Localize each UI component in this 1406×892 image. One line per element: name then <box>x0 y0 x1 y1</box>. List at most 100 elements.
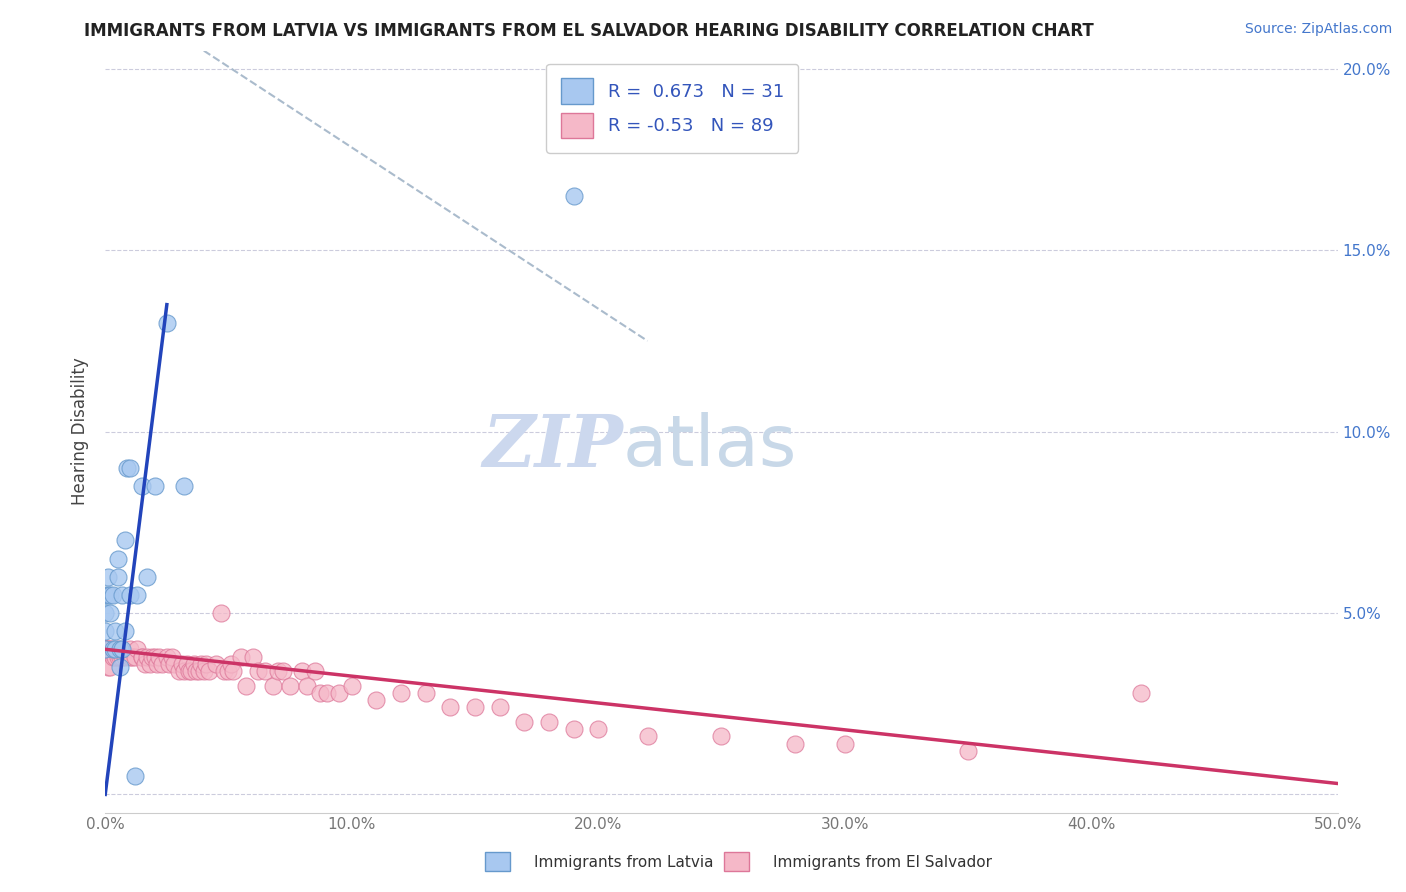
Point <box>104 624 127 639</box>
Point <box>94 642 117 657</box>
Point <box>219 657 242 671</box>
Point <box>183 657 205 671</box>
Text: Source: ZipAtlas.com: Source: ZipAtlas.com <box>1244 22 1392 37</box>
Point <box>291 664 314 678</box>
Point <box>117 461 139 475</box>
Point <box>222 664 245 678</box>
Point <box>163 657 186 671</box>
Text: atlas: atlas <box>623 412 797 482</box>
Point <box>111 642 134 657</box>
Point <box>156 316 179 330</box>
Point <box>157 657 180 671</box>
Point <box>111 649 134 664</box>
Point <box>562 722 585 736</box>
Point <box>956 744 979 758</box>
Point <box>94 642 117 657</box>
Point <box>562 189 585 203</box>
Point <box>389 686 412 700</box>
Point <box>108 642 131 657</box>
Point <box>104 642 127 657</box>
Point <box>366 693 388 707</box>
Point <box>138 657 160 671</box>
Point <box>195 657 218 671</box>
Point <box>114 624 136 639</box>
Point <box>97 660 120 674</box>
Point <box>131 479 153 493</box>
Point <box>205 657 228 671</box>
Point <box>235 679 257 693</box>
Point <box>98 660 121 674</box>
Point <box>212 664 235 678</box>
Point <box>98 642 121 657</box>
Point <box>513 714 536 729</box>
Point <box>143 649 166 664</box>
Point <box>107 570 129 584</box>
Point <box>101 642 124 657</box>
Point <box>94 642 117 657</box>
Point <box>537 714 560 729</box>
Point <box>176 657 198 671</box>
Point <box>118 588 141 602</box>
Point <box>97 570 120 584</box>
Point <box>439 700 461 714</box>
Point <box>278 679 301 693</box>
Point <box>98 606 121 620</box>
Point <box>118 642 141 657</box>
Y-axis label: Hearing Disability: Hearing Disability <box>72 358 89 506</box>
Point <box>108 649 131 664</box>
Point <box>187 664 209 678</box>
Point <box>118 461 141 475</box>
Point <box>114 533 136 548</box>
Point <box>785 737 807 751</box>
Point <box>1129 686 1152 700</box>
Point <box>242 649 264 664</box>
Point <box>143 479 166 493</box>
Point <box>193 664 215 678</box>
Point <box>308 686 330 700</box>
Point <box>464 700 486 714</box>
Point <box>114 649 136 664</box>
Point <box>107 551 129 566</box>
Point <box>180 664 202 678</box>
Text: Immigrants from El Salvador: Immigrants from El Salvador <box>773 855 993 870</box>
Point <box>415 686 437 700</box>
Point <box>94 606 117 620</box>
Point <box>136 570 159 584</box>
Point <box>94 642 117 657</box>
Point <box>124 649 146 664</box>
Point <box>190 657 212 671</box>
Point <box>197 664 219 678</box>
Text: Immigrants from Latvia: Immigrants from Latvia <box>534 855 714 870</box>
Point <box>637 730 659 744</box>
Text: IMMIGRANTS FROM LATVIA VS IMMIGRANTS FROM EL SALVADOR HEARING DISABILITY CORRELA: IMMIGRANTS FROM LATVIA VS IMMIGRANTS FRO… <box>84 22 1094 40</box>
Point <box>108 660 131 674</box>
Point <box>127 642 149 657</box>
Point <box>107 642 129 657</box>
Point <box>177 664 200 678</box>
Point <box>101 649 124 664</box>
Point <box>94 642 117 657</box>
Point <box>262 679 284 693</box>
Point <box>94 588 117 602</box>
Point <box>586 722 609 736</box>
Point <box>111 588 134 602</box>
Point <box>97 588 120 602</box>
Point <box>134 657 156 671</box>
Point <box>229 649 252 664</box>
Point <box>340 679 363 693</box>
Point <box>150 657 173 671</box>
Point <box>121 649 143 664</box>
Point <box>131 649 153 664</box>
Point <box>141 649 163 664</box>
Point <box>304 664 326 678</box>
Point <box>316 686 339 700</box>
Point <box>94 624 117 639</box>
Point <box>173 664 195 678</box>
Point <box>297 679 319 693</box>
Point <box>94 642 117 657</box>
Point <box>488 700 510 714</box>
Point <box>104 649 127 664</box>
Point <box>101 642 124 657</box>
Point <box>156 649 179 664</box>
Point <box>97 642 120 657</box>
